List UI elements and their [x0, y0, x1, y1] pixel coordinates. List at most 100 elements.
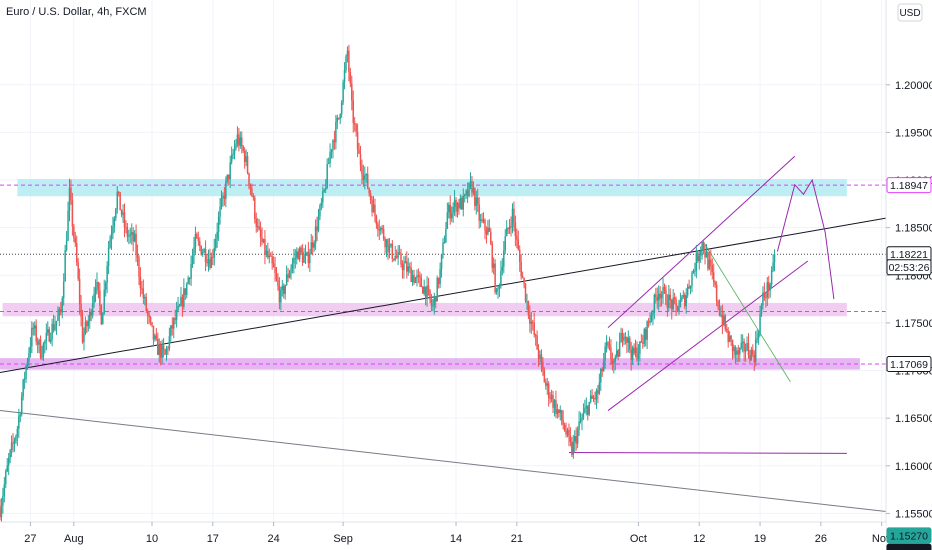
candle-body	[582, 412, 585, 418]
candle	[41, 345, 43, 361]
candle-body	[566, 429, 569, 435]
candle	[445, 221, 447, 244]
candle	[588, 401, 590, 417]
candle-body	[663, 287, 666, 290]
candle	[128, 229, 130, 245]
price-tag-label: 1.18947	[890, 180, 928, 192]
candle	[261, 227, 263, 246]
candle	[542, 357, 544, 376]
candle	[644, 326, 647, 347]
candle-body	[214, 238, 217, 248]
candle-body	[773, 254, 776, 263]
candle	[724, 314, 727, 332]
candle-body	[458, 203, 460, 209]
candle-body	[530, 321, 533, 324]
candle-body	[678, 307, 680, 312]
candle	[705, 244, 708, 258]
candle	[146, 308, 149, 325]
candle	[152, 325, 155, 347]
candle-body	[62, 281, 65, 299]
candle	[534, 333, 537, 346]
time-scale-background[interactable]	[0, 522, 886, 550]
candle-body	[54, 325, 56, 331]
candle	[741, 334, 744, 353]
candle-body	[695, 252, 698, 271]
candle-body	[361, 165, 363, 175]
candle	[168, 327, 171, 352]
candle	[403, 256, 405, 279]
candle	[368, 187, 370, 197]
candle-body	[617, 350, 619, 357]
candle-body	[91, 303, 94, 316]
candle	[763, 282, 766, 301]
candle	[479, 213, 482, 228]
candle-body	[197, 238, 200, 242]
candle-body	[488, 227, 491, 232]
candle-body	[576, 429, 579, 444]
candle-body	[287, 274, 289, 278]
candle-body	[537, 349, 540, 359]
candle-body	[670, 300, 673, 310]
candle	[459, 194, 462, 210]
candle	[206, 253, 208, 267]
candle-body	[640, 341, 643, 343]
candle	[430, 293, 433, 312]
candle	[227, 174, 230, 186]
candle	[737, 344, 740, 362]
candle	[100, 304, 103, 326]
candle	[679, 292, 682, 308]
candle	[214, 233, 217, 251]
candle-body	[359, 153, 362, 166]
candle	[600, 367, 602, 391]
candle	[518, 245, 521, 272]
candle	[673, 292, 676, 305]
currency-button-label[interactable]: USD	[899, 8, 920, 19]
candle	[84, 316, 87, 336]
candle-body	[660, 294, 663, 299]
candle-body	[18, 416, 20, 429]
candle	[752, 344, 754, 358]
candle	[514, 215, 517, 247]
candle	[10, 435, 13, 457]
candle-body	[281, 285, 284, 290]
candle	[332, 139, 334, 159]
candle	[264, 230, 266, 265]
candle-body	[119, 192, 121, 211]
candle-body	[395, 256, 398, 258]
candle-body	[97, 281, 100, 291]
candle-body	[527, 301, 530, 315]
candle	[366, 166, 369, 190]
price-tag-box	[886, 177, 932, 194]
candle-body	[601, 368, 603, 371]
candle	[159, 341, 162, 366]
price-tag: 1.18947	[886, 177, 932, 194]
candle	[546, 377, 548, 395]
candle	[139, 267, 142, 297]
candle-body	[7, 457, 10, 466]
overlay-layer	[776, 178, 835, 300]
candle	[175, 301, 178, 328]
candle-body	[313, 243, 315, 248]
candle	[269, 252, 272, 257]
candle-body	[258, 226, 260, 230]
candle-body	[492, 263, 495, 268]
currency-button-frame[interactable]	[897, 3, 923, 22]
candle-body	[417, 275, 420, 277]
candle-body	[70, 187, 72, 201]
candle-body	[750, 349, 753, 361]
candle	[170, 324, 172, 344]
price-tick-label: 1.19500	[895, 127, 932, 139]
candle	[381, 224, 383, 234]
candle-body	[504, 236, 507, 251]
candle-body	[526, 301, 528, 303]
candle-body	[478, 204, 480, 221]
candle	[429, 289, 431, 304]
candle	[453, 189, 456, 216]
candle	[54, 315, 56, 332]
candle-body	[615, 350, 618, 357]
candle-body	[246, 156, 249, 174]
currency-button[interactable]: USD	[897, 3, 923, 22]
candle-body	[112, 226, 114, 234]
candle	[271, 251, 273, 270]
